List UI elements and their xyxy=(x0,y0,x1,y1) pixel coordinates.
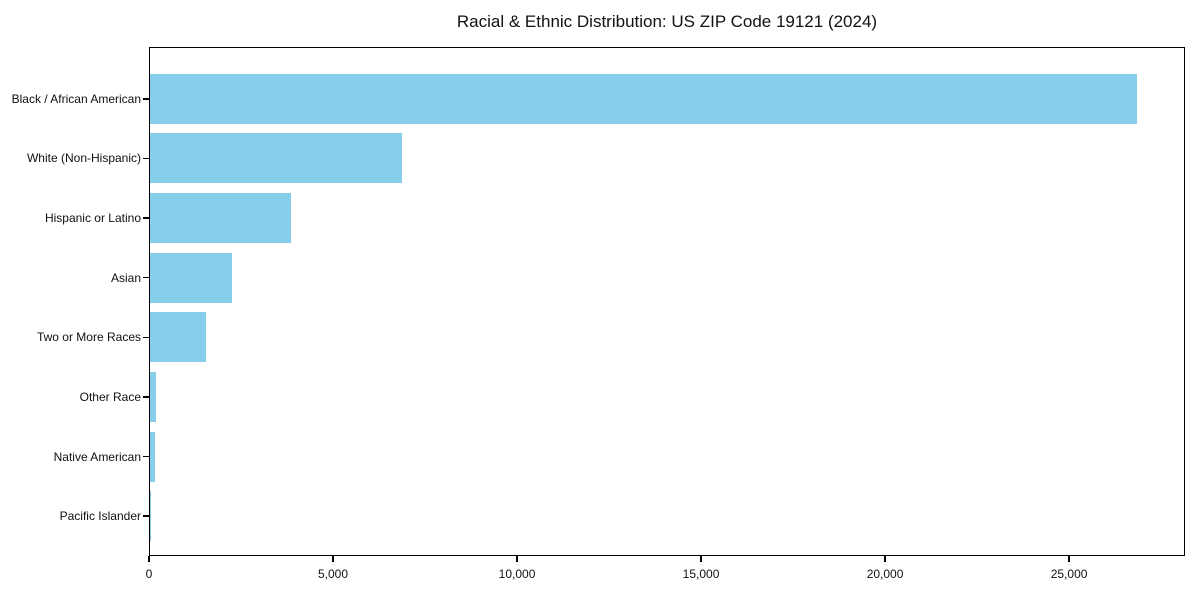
x-tick-label: 5,000 xyxy=(317,567,349,581)
plot-area: Black / African American White (Non-Hispa… xyxy=(12,47,1185,556)
y-tick-mark xyxy=(143,515,149,517)
y-tick-mark xyxy=(143,396,149,398)
bar-black-african-american xyxy=(150,73,1138,124)
y-tick-label: Native American xyxy=(53,449,141,464)
chart-title: Racial & Ethnic Distribution: US ZIP Cod… xyxy=(456,12,878,31)
x-tick-label: 25,000 xyxy=(1050,567,1088,581)
bar-other-race xyxy=(150,371,156,422)
x-tick-mark xyxy=(332,556,334,562)
y-tick-label: White (Non-Hispanic) xyxy=(26,151,141,166)
y-tick-mark xyxy=(143,276,149,279)
x-tick-mark xyxy=(516,556,518,562)
bar-native-american xyxy=(150,431,155,482)
y-tick-mark xyxy=(143,98,149,100)
bar-asian xyxy=(150,252,233,303)
x-tick-label: 10,000 xyxy=(498,567,536,581)
x-tick-mark xyxy=(884,556,886,562)
bar-pacific-islander xyxy=(150,491,151,542)
y-tick-label: Two or More Races xyxy=(36,330,141,345)
y-tick-label: Black / African American xyxy=(11,91,141,106)
y-tick-label: Asian xyxy=(110,270,141,285)
x-tick-mark xyxy=(700,556,702,562)
y-tick-mark xyxy=(143,157,149,160)
bar-two-or-more-races xyxy=(150,312,207,363)
x-axis: 0 5,000 10,000 15,000 20,000 25,000 xyxy=(145,556,1185,596)
y-tick-mark xyxy=(143,455,149,458)
bar-white-non-hispanic xyxy=(150,133,403,184)
x-tick-label: 15,000 xyxy=(682,567,720,581)
bar-hispanic-or-latino xyxy=(150,193,291,244)
y-tick-mark xyxy=(143,217,149,219)
y-tick-mark xyxy=(143,336,149,339)
x-tick-label: 20,000 xyxy=(866,567,904,581)
x-tick-mark xyxy=(148,556,150,562)
y-tick-label: Hispanic or Latino xyxy=(44,211,141,226)
x-tick-mark xyxy=(1068,556,1070,562)
y-tick-label: Other Race xyxy=(79,389,141,404)
x-tick-label: 0 xyxy=(145,567,153,581)
y-tick-label: Pacific Islander xyxy=(59,509,141,524)
